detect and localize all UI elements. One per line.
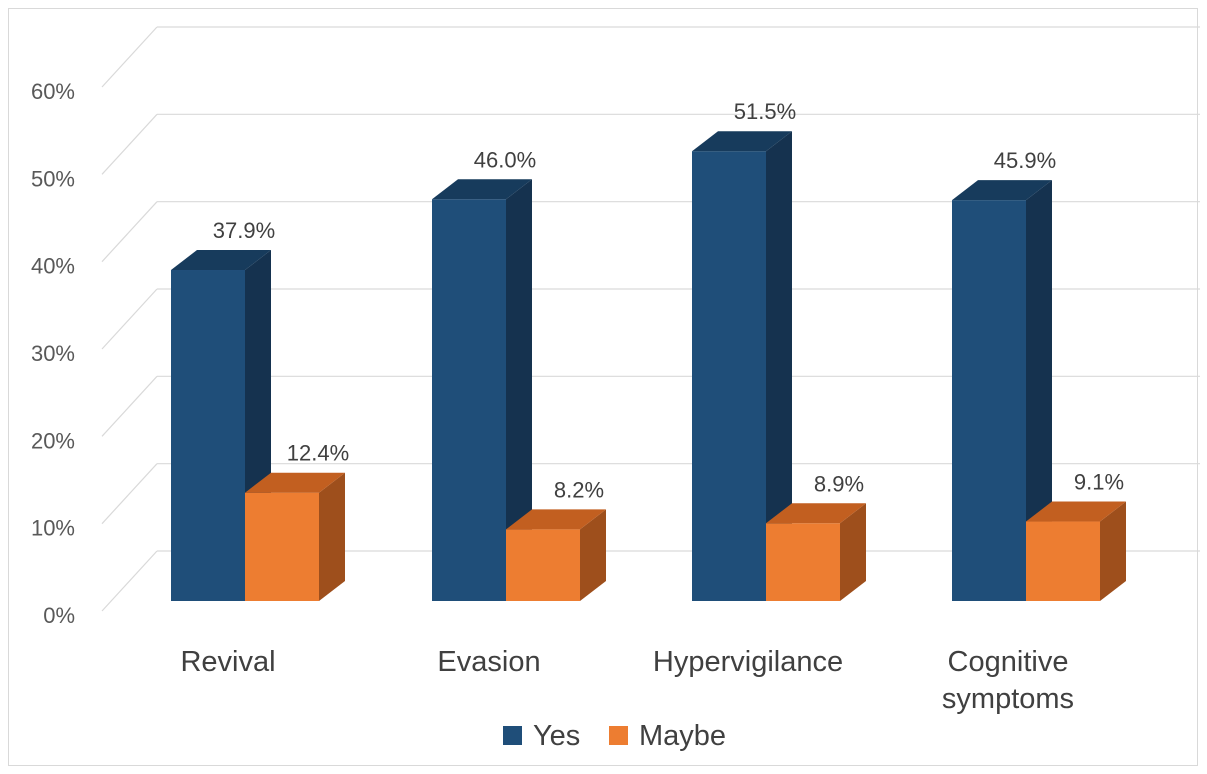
- category-label: Revival: [180, 646, 275, 678]
- bar-front-maybe: [766, 523, 840, 601]
- y-tick-label: 0%: [43, 603, 75, 628]
- bar-top-maybe: [506, 509, 606, 530]
- legend-swatch-yes: [503, 726, 522, 745]
- data-label: 37.9%: [213, 218, 275, 243]
- legend-swatch-maybe: [609, 726, 628, 745]
- data-label: 8.9%: [814, 471, 864, 496]
- bar-side-maybe: [580, 509, 606, 601]
- gridline-diagonal: [101, 113, 158, 175]
- bar-front-maybe: [1026, 521, 1100, 601]
- y-tick-label: 40%: [31, 254, 75, 279]
- bar-top-yes: [171, 250, 271, 271]
- gridline-diagonal: [101, 201, 158, 263]
- bar-side-maybe: [840, 503, 866, 601]
- gridline-diagonal: [101, 375, 158, 437]
- bar-top-maybe: [245, 472, 345, 493]
- bar-front-yes: [692, 151, 766, 601]
- data-label: 51.5%: [734, 99, 796, 124]
- data-label: 46.0%: [474, 147, 536, 172]
- category-label: Hypervigilance: [653, 646, 843, 678]
- bar-top-yes: [692, 131, 792, 152]
- y-tick-label: 10%: [31, 516, 75, 541]
- legend-label-yes: Yes: [533, 720, 580, 752]
- y-tick-label: 60%: [31, 79, 75, 104]
- data-label: 8.2%: [554, 477, 604, 502]
- bar-side-yes: [1026, 180, 1052, 601]
- bar-top-maybe: [1026, 501, 1126, 522]
- data-label: 9.1%: [1074, 470, 1124, 495]
- bar-front-maybe: [245, 492, 319, 601]
- y-tick-label: 30%: [31, 341, 75, 366]
- gridline-diagonal: [101, 463, 158, 525]
- bar-front-yes: [171, 270, 245, 601]
- gridline-diagonal: [101, 550, 158, 612]
- legend-label-maybe: Maybe: [639, 720, 726, 752]
- category-label: Evasion: [437, 646, 540, 678]
- bar-side-maybe: [1100, 501, 1126, 601]
- gridline-diagonal: [101, 288, 158, 350]
- category-label: symptoms: [942, 683, 1074, 715]
- bar-side-maybe: [319, 472, 345, 601]
- bar-front-maybe: [506, 529, 580, 601]
- bar-side-yes: [766, 131, 792, 601]
- bar-front-yes: [432, 199, 506, 601]
- bar-top-maybe: [766, 503, 866, 524]
- bar-top-yes: [432, 179, 532, 200]
- gridline-diagonal: [101, 26, 158, 88]
- data-label: 12.4%: [287, 441, 349, 466]
- y-tick-label: 50%: [31, 166, 75, 191]
- bar-side-yes: [506, 179, 532, 601]
- bar-top-yes: [952, 180, 1052, 201]
- bar-front-yes: [952, 200, 1026, 601]
- category-label: Cognitive: [948, 646, 1069, 678]
- data-label: 45.9%: [994, 148, 1056, 173]
- y-tick-label: 20%: [31, 428, 75, 453]
